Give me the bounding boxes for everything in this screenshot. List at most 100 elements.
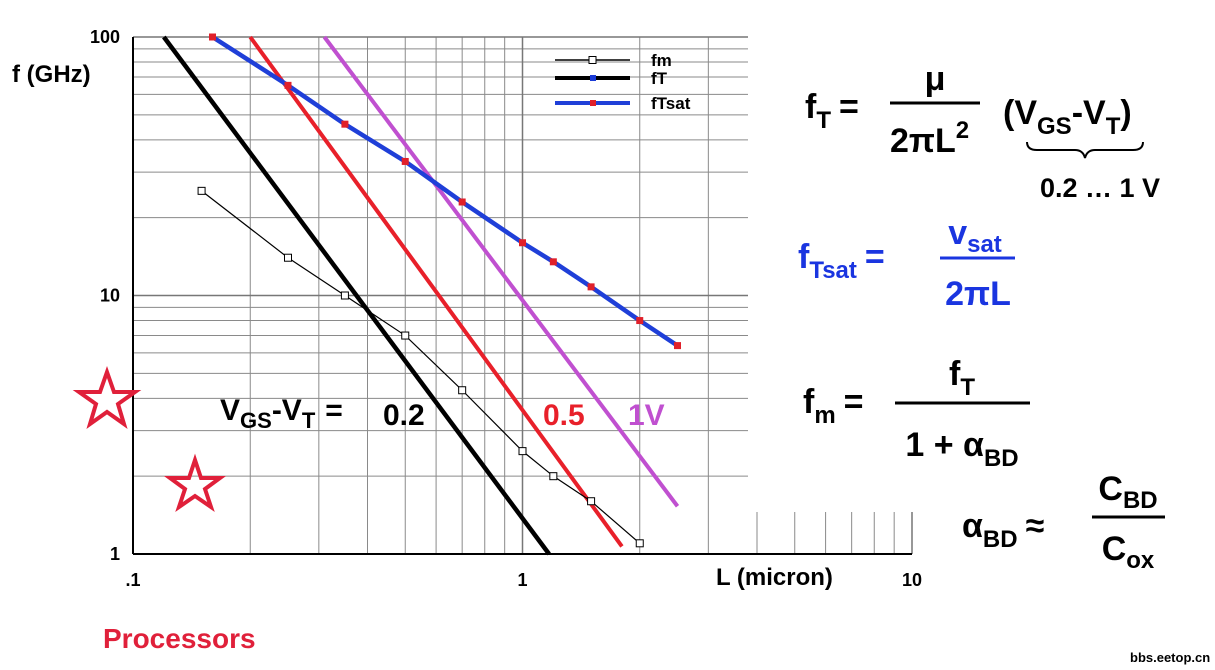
t: α — [962, 507, 983, 545]
marker — [401, 157, 409, 165]
t: T — [302, 408, 316, 433]
eq-lhs: fm = — [803, 383, 864, 429]
legend-label: fT — [651, 69, 668, 88]
marker — [283, 253, 292, 262]
brace — [1026, 141, 1144, 159]
t: f — [949, 355, 961, 393]
t: GS — [240, 408, 272, 433]
eq-num: μ — [925, 60, 946, 98]
t: C — [1098, 470, 1123, 508]
t: 1 + α — [905, 426, 984, 464]
series-line — [248, 35, 624, 548]
y-tick-label: 10 — [100, 286, 120, 306]
equation: fT = μ 2πL2 (VGS-VT) 0.2 … 1 V — [805, 60, 1160, 203]
vgs-label: 0.5 — [543, 399, 585, 432]
series-line — [322, 35, 680, 508]
marker — [673, 342, 681, 350]
t: sat — [967, 231, 1002, 258]
t: 2 — [956, 117, 969, 144]
marker — [636, 317, 644, 325]
t: T — [960, 374, 975, 401]
t: BD — [983, 526, 1018, 553]
y-tick-label: 1 — [110, 544, 120, 564]
marker — [401, 331, 410, 340]
legend-label: fm — [651, 51, 672, 70]
series-line — [162, 35, 551, 556]
t: Tsat — [809, 257, 857, 284]
legend-marker — [590, 75, 596, 81]
t: C — [1102, 530, 1127, 568]
y-tick-label: 100 — [90, 27, 120, 47]
t: GS — [1037, 113, 1072, 140]
star — [72, 365, 142, 429]
legend-marker — [590, 100, 596, 106]
eq-lhs: fTsat = — [798, 238, 885, 284]
eq-lhs: αBD ≈ — [962, 507, 1044, 553]
eq-num: CBD — [1098, 470, 1157, 514]
equation: fTsat = vsat 2πL — [798, 214, 1015, 313]
equation: αBD ≈ CBD Cox — [962, 470, 1165, 574]
eq-lhs: fT = — [805, 88, 859, 134]
x-tick-label: 1 — [517, 570, 527, 590]
t: ox — [1126, 547, 1155, 574]
eq-den: 1 + αBD — [905, 426, 1018, 472]
marker — [341, 120, 349, 128]
x-tick-label: .1 — [125, 570, 140, 590]
t: T — [1106, 113, 1121, 140]
eq-num: vsat — [948, 214, 1002, 258]
t: f — [798, 238, 810, 276]
x-label: L (micron) — [716, 564, 833, 591]
eq-num: fT — [949, 355, 975, 401]
t: T — [816, 107, 831, 134]
marker — [197, 186, 206, 195]
y-label: f (GHz) — [12, 61, 91, 88]
t: = — [325, 394, 343, 427]
t: m — [814, 402, 835, 429]
x-tick-label: 10 — [902, 570, 922, 590]
t: = — [865, 238, 885, 276]
t: f — [803, 383, 815, 421]
t: = — [839, 88, 859, 126]
t: v — [948, 214, 967, 252]
marker — [340, 291, 349, 300]
t: -V — [272, 394, 302, 427]
t: 2πL — [890, 122, 956, 160]
t: ) — [1120, 94, 1131, 132]
caption: Processors — [103, 623, 256, 654]
marker — [549, 258, 557, 266]
t: V — [220, 394, 240, 427]
t: = — [844, 383, 864, 421]
marker — [587, 497, 596, 506]
t: (V — [1003, 94, 1037, 132]
vgs-label: 0.2 — [383, 399, 425, 432]
star — [163, 453, 227, 513]
marker — [458, 386, 467, 395]
marker — [284, 81, 292, 89]
marker — [549, 472, 558, 481]
marker — [519, 239, 526, 247]
watermark: bbs.eetop.cn — [1130, 650, 1210, 665]
marker — [458, 198, 466, 206]
marker — [518, 447, 527, 456]
brace-label: 0.2 … 1 V — [1040, 173, 1160, 203]
t: f — [805, 88, 817, 126]
eq-den: Cox — [1102, 530, 1155, 574]
t: ≈ — [1026, 507, 1045, 545]
marker — [587, 283, 595, 291]
t: BD — [984, 445, 1019, 472]
eq-den: 2πL — [945, 275, 1011, 313]
series-line — [211, 35, 679, 348]
legend-label: fTsat — [651, 94, 691, 113]
vgs-label: 1V — [628, 399, 665, 432]
marker — [209, 33, 217, 41]
t: -V — [1072, 94, 1106, 132]
annotation: VGS-VT = — [220, 394, 343, 433]
marker — [635, 539, 644, 548]
legend-marker — [588, 56, 597, 64]
t: BD — [1123, 487, 1158, 514]
eq-factor: (VGS-VT) — [1003, 94, 1132, 140]
equation: fm = fT 1 + αBD — [803, 355, 1030, 472]
eq-den: 2πL2 — [890, 117, 969, 160]
